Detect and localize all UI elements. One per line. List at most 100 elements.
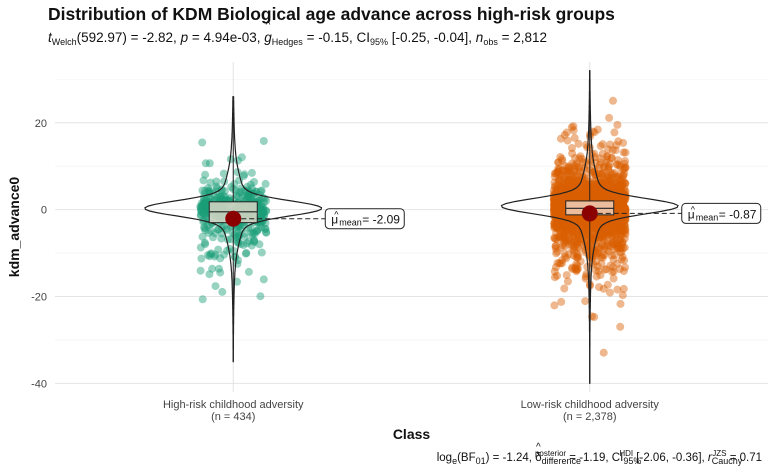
data-point [612,239,621,248]
data-point [616,163,625,171]
data-point [205,159,214,168]
data-point [621,157,629,165]
data-point [575,244,584,253]
data-point [614,235,623,244]
data-point [550,273,559,282]
data-point [231,186,240,195]
data-point [591,171,600,180]
data-point [613,179,622,188]
data-point [555,197,564,206]
data-point [608,268,617,277]
data-point [594,248,603,257]
data-point [589,180,598,189]
data-point [615,209,624,218]
data-point [599,225,608,234]
data-point [602,187,611,196]
data-point [554,176,563,185]
data-point [586,233,595,242]
data-point [213,193,222,202]
mean-value: = -0.87 [719,207,757,221]
data-point [608,146,617,155]
data-point [575,164,584,173]
data-point [589,180,597,189]
data-point [217,186,226,195]
data-point [591,266,600,275]
data-point [609,267,618,276]
data-point [587,251,596,260]
data-point [598,190,607,199]
data-point [581,191,589,200]
data-point [586,192,595,201]
data-point [261,179,270,188]
data-point [255,240,264,249]
data-point [217,234,226,243]
data-point [565,234,574,243]
data-point [244,193,253,202]
data-point [599,179,608,188]
data-point [613,206,622,215]
data-point [214,245,223,254]
data-point [603,280,612,289]
data-point [257,248,266,257]
data-point [613,160,622,169]
y-tick-label: -20 [31,291,47,303]
data-point [197,199,206,208]
data-point [260,211,269,220]
data-point [553,222,562,231]
data-point [569,224,578,233]
data-point [202,195,211,204]
data-point [601,265,610,274]
data-point [219,191,228,200]
data-point [618,199,627,208]
data-point [212,177,221,186]
data-point [216,254,225,263]
data-point [580,219,589,228]
data-point [568,263,577,272]
data-point [200,199,209,208]
data-point [581,238,590,247]
data-point [247,241,256,250]
data-point [586,180,595,189]
data-point [615,197,624,206]
mean-mu: μ [688,207,695,221]
data-point [554,203,562,212]
data-point [604,182,612,191]
data-point [617,203,626,212]
data-point [597,213,605,222]
data-point [202,209,211,218]
data-point [553,218,562,226]
data-point [620,204,629,212]
data-point [261,225,270,234]
data-point [582,181,591,190]
data-point [600,182,608,191]
data-point [555,204,563,213]
data-point [563,136,572,145]
data-point [614,185,622,194]
data-point [593,190,602,199]
data-point [567,123,576,132]
data-point [614,137,623,146]
data-point [604,247,613,256]
data-point [595,191,604,200]
data-point [569,126,578,135]
data-point [553,185,562,194]
data-point [593,217,602,226]
data-point [554,176,563,185]
data-point [616,175,625,184]
data-point [612,232,621,241]
data-point [558,210,567,219]
data-point [555,196,564,205]
data-point [568,216,577,225]
data-point [595,154,604,163]
data-point [593,183,601,192]
data-point [608,233,616,242]
data-point [585,220,593,229]
data-point [571,178,580,187]
data-point [592,272,601,281]
data-point [599,218,608,227]
data-point [607,226,615,235]
data-point [614,224,623,233]
data-point [604,165,613,174]
data-point [609,240,617,249]
data-point [615,196,623,205]
